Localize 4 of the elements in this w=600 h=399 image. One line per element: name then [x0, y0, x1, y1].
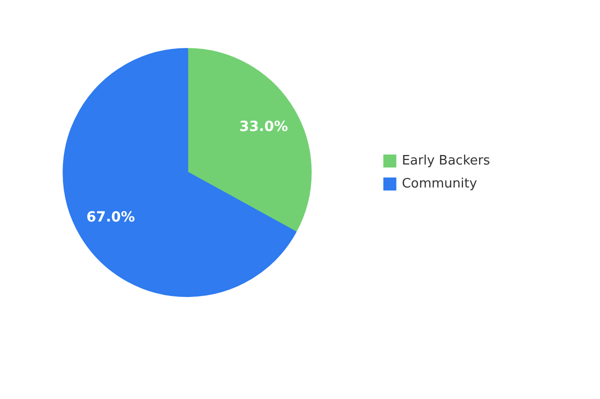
legend-label: Community: [402, 176, 478, 192]
data-label: 33.0%: [239, 118, 288, 135]
legend-label: Early Backers: [402, 153, 490, 168]
data-label: 67.0%: [86, 209, 135, 226]
